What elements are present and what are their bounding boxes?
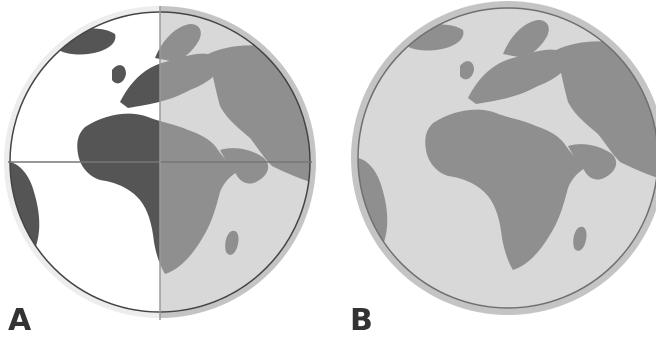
panel-label-b: B bbox=[350, 303, 373, 338]
globe-b bbox=[351, 1, 656, 315]
globe-a bbox=[4, 6, 316, 320]
panel-label-a: A bbox=[8, 303, 32, 338]
